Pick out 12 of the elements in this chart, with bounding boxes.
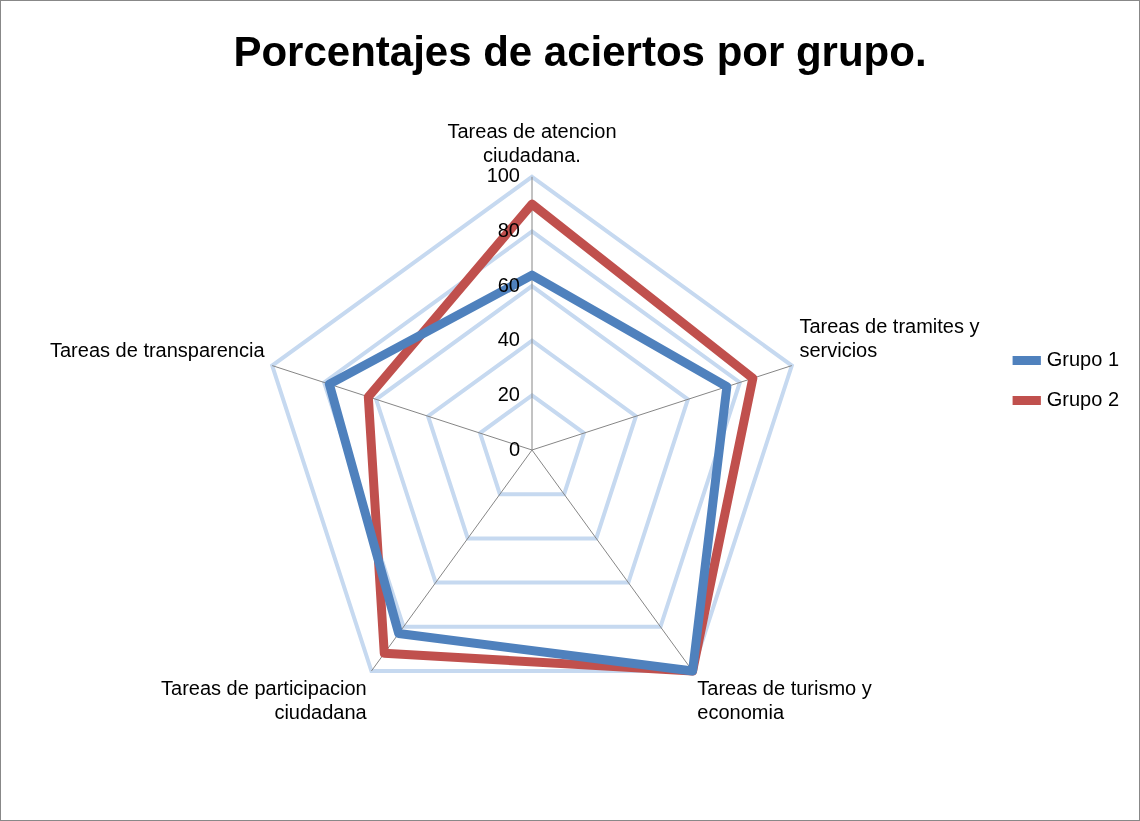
y-tick-label: 0 <box>508 437 520 460</box>
spoke-label: Tareas de tramites y servicios <box>799 314 980 361</box>
spoke-label: Tareas de atencion ciudadana. <box>447 120 617 167</box>
spoke-label: Tareas de transparencia <box>49 338 266 361</box>
legend-label: Grupo 1 <box>1046 348 1119 371</box>
y-tick-label: 20 <box>497 382 520 405</box>
legend-label: Grupo 2 <box>1046 388 1119 411</box>
chart-title: Porcentajes de aciertos por grupo. <box>233 27 927 75</box>
y-tick-label: 100 <box>486 164 520 187</box>
spoke-label: Tareas de participacion ciudadana <box>161 677 368 723</box>
y-tick-label: 40 <box>497 328 520 351</box>
spoke-label: Tareas de turismo y economia <box>697 677 872 723</box>
